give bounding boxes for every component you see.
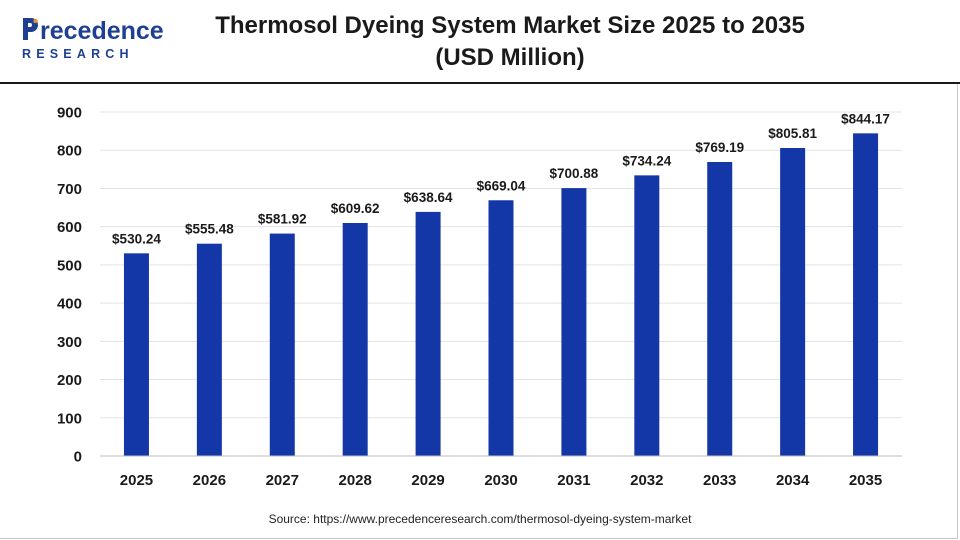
bar-2025 (123, 253, 149, 456)
y-tick-label: 300 (57, 334, 82, 351)
y-tick-label: 500 (57, 257, 82, 274)
logo-p-mark-icon (23, 18, 38, 40)
value-label-2030: $669.04 (477, 178, 526, 193)
bar-2028 (342, 222, 368, 456)
y-axis-ticks: 0 100 200 300 400 500 600 700 800 900 (57, 105, 82, 466)
value-label-2027: $581.92 (258, 212, 307, 227)
chart-title-line-2: (USD Million) (435, 44, 585, 71)
header-divider (0, 82, 960, 84)
value-label-2029: $638.64 (404, 190, 453, 205)
bar-2031 (561, 188, 587, 456)
bar-2032 (634, 175, 660, 456)
value-label-2034: $805.81 (768, 126, 817, 141)
value-labels: $530.24 $555.48 $581.92 $609.62 $638.64 $669.… (112, 111, 890, 246)
bar-2035 (853, 133, 879, 456)
header: recedence RESEARCH Thermosol Dyeing Syst… (0, 0, 960, 82)
chart-title-line-1: Thermosol Dyeing System Market Size 2025… (215, 12, 805, 39)
x-tick-label-2025: 2025 (120, 472, 153, 489)
value-label-2033: $769.19 (695, 140, 744, 155)
precedence-research-logo: recedence RESEARCH (20, 16, 180, 64)
y-tick-label: 0 (74, 449, 82, 466)
x-tick-label-2035: 2035 (849, 472, 882, 489)
y-tick-label: 800 (57, 143, 82, 160)
x-tick-label-2030: 2030 (484, 472, 517, 489)
y-tick-label: 200 (57, 372, 82, 389)
x-tick-label-2034: 2034 (776, 472, 810, 489)
x-tick-label-2028: 2028 (338, 472, 371, 489)
value-label-2025: $530.24 (112, 231, 161, 246)
x-tick-label-2031: 2031 (557, 472, 590, 489)
x-tick-label-2032: 2032 (630, 472, 663, 489)
bar-2026 (196, 243, 222, 456)
bar-2034 (780, 148, 806, 456)
value-label-2026: $555.48 (185, 222, 234, 237)
value-label-2035: $844.17 (841, 111, 890, 126)
x-tick-label-2026: 2026 (193, 472, 226, 489)
source-note: Source: https://www.precedenceresearch.c… (268, 512, 692, 526)
bar-2027 (269, 233, 295, 456)
value-label-2028: $609.62 (331, 201, 380, 216)
value-label-2031: $700.88 (550, 166, 599, 181)
logo-wordmark: recedence (20, 16, 180, 46)
bar-2029 (415, 211, 441, 456)
x-tick-label-2027: 2027 (266, 472, 299, 489)
bars (123, 133, 879, 457)
x-tick-label-2033: 2033 (703, 472, 736, 489)
x-axis-ticks: 2025 2026 2027 2028 2029 2030 2031 2032 2033 2034… (120, 472, 882, 489)
plot-frame (0, 84, 958, 539)
logo-top-text: recedence (40, 17, 164, 45)
y-tick-label: 900 (57, 105, 82, 122)
logo-subtext: RESEARCH (22, 47, 134, 61)
y-tick-label: 400 (57, 296, 82, 313)
x-tick-label-2029: 2029 (411, 472, 444, 489)
y-tick-label: 600 (57, 219, 82, 236)
value-label-2032: $734.24 (622, 153, 671, 168)
y-tick-label: 100 (57, 410, 82, 427)
y-tick-label: 700 (57, 181, 82, 198)
chart-title: Thermosol Dyeing System Market Size 2025… (200, 10, 820, 74)
bar-2030 (488, 200, 514, 456)
bar-2033 (707, 161, 733, 457)
